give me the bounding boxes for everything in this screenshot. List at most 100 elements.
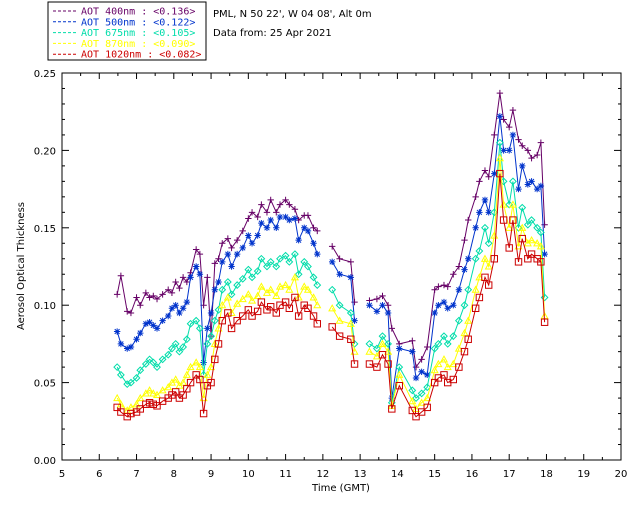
data-point <box>113 363 122 372</box>
data-point <box>508 200 517 208</box>
data-point <box>123 380 132 389</box>
data-point <box>142 320 150 327</box>
data-point <box>171 375 180 383</box>
data-point <box>378 339 387 347</box>
data-point <box>328 323 336 331</box>
plot-frame <box>61 72 622 461</box>
data-point <box>179 274 187 281</box>
data-point <box>164 383 173 391</box>
data-point <box>215 255 222 262</box>
data-point <box>484 239 493 248</box>
data-point <box>524 181 532 188</box>
data-point <box>518 234 526 243</box>
data-point <box>335 301 344 310</box>
data-point <box>136 366 145 375</box>
data-point <box>309 293 318 301</box>
data-point <box>146 319 153 326</box>
data-point <box>187 274 194 281</box>
data-point <box>113 291 121 298</box>
data-point <box>248 240 256 247</box>
data-point <box>168 289 176 297</box>
data-point <box>515 185 522 193</box>
data-point <box>523 220 532 229</box>
data-point <box>224 250 232 258</box>
data-point <box>294 293 303 301</box>
data-point <box>499 216 508 224</box>
data-point <box>485 209 492 216</box>
data-point <box>519 142 526 149</box>
data-point <box>132 374 141 382</box>
data-point <box>430 344 439 353</box>
data-point <box>328 285 337 294</box>
data-point <box>304 212 312 219</box>
data-point <box>248 273 256 282</box>
data-point <box>460 301 469 310</box>
data-point <box>527 235 536 244</box>
data-point <box>168 305 176 312</box>
data-point <box>449 332 458 341</box>
data-point <box>444 305 451 312</box>
data-point <box>537 139 545 146</box>
data-point <box>409 337 416 345</box>
data-point <box>395 363 404 372</box>
data-point <box>372 352 381 360</box>
data-point <box>519 162 526 170</box>
data-point <box>136 405 144 413</box>
data-point <box>276 213 284 221</box>
data-point <box>373 295 381 303</box>
data-point <box>313 281 322 289</box>
data-point <box>388 405 396 413</box>
data-point <box>285 304 294 312</box>
data-point <box>528 154 535 162</box>
series-4 <box>113 169 549 421</box>
data-point <box>408 396 417 405</box>
data-point <box>238 274 247 283</box>
data-point <box>450 271 457 278</box>
data-point <box>218 285 227 294</box>
data-point <box>210 316 219 325</box>
data-point <box>272 291 281 299</box>
data-point <box>455 363 463 371</box>
data-point <box>281 251 290 260</box>
data-point <box>149 389 158 397</box>
data-point <box>145 399 154 407</box>
data-point <box>304 227 312 235</box>
data-point <box>485 281 493 289</box>
data-point <box>257 282 266 290</box>
data-point <box>183 385 191 393</box>
data-point <box>137 329 144 337</box>
data-point <box>460 328 469 337</box>
data-point <box>506 123 513 131</box>
data-point <box>276 254 284 263</box>
data-point <box>196 271 204 278</box>
data-point <box>412 374 420 382</box>
data-point <box>165 286 172 293</box>
data-point <box>313 300 322 309</box>
data-point <box>291 215 299 222</box>
data-point <box>540 293 549 302</box>
data-point <box>408 406 417 415</box>
data-point <box>150 292 157 300</box>
x-tick-label: 20 <box>615 469 628 480</box>
data-point <box>304 262 312 271</box>
data-point <box>384 309 392 317</box>
data-point <box>294 312 303 320</box>
data-point <box>158 386 167 394</box>
data-point <box>417 408 426 416</box>
data-point <box>263 224 271 231</box>
data-point <box>430 378 439 387</box>
data-point <box>303 285 313 293</box>
data-point <box>443 339 452 348</box>
data-point <box>314 227 321 235</box>
x-tick-label: 14 <box>391 469 404 480</box>
data-point <box>500 116 507 123</box>
data-point <box>541 250 548 258</box>
data-point <box>219 240 226 247</box>
data-point <box>388 325 396 332</box>
data-point <box>475 293 484 302</box>
data-point <box>285 257 294 266</box>
data-point <box>484 262 493 270</box>
data-point <box>145 386 154 394</box>
data-point <box>430 365 439 374</box>
data-point <box>328 258 336 266</box>
